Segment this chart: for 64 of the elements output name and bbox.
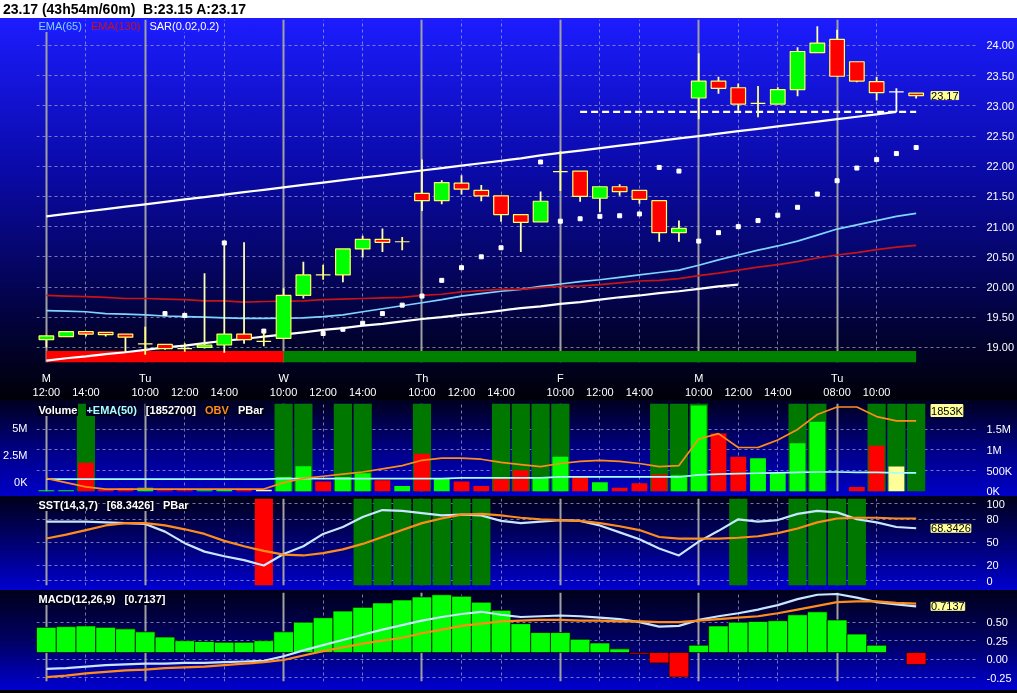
x-tick-label: M 12:00 xyxy=(32,371,61,398)
y-tick-label: 23.50 xyxy=(986,69,1015,82)
x-tick-label: 14:00 xyxy=(72,385,100,398)
annotation: PBar xyxy=(162,498,190,511)
text: 68.3426 xyxy=(931,522,971,535)
annotation: [1852700] xyxy=(145,403,197,416)
text: EMA(65) xyxy=(38,19,82,32)
x-tick-label: 14:00 xyxy=(348,385,377,398)
y-tick-label: 0.50 xyxy=(986,616,1008,629)
x-tick-label: 14:00 xyxy=(210,385,239,398)
text: SAR(0.02,0.2) xyxy=(149,19,220,32)
y-tick-label: -0.25 xyxy=(986,671,1012,684)
y-tick-label: 0K xyxy=(986,484,1001,497)
x-tick-label: 14:00 xyxy=(764,385,792,398)
x-tick-label: 14:00 xyxy=(487,385,515,398)
y2-tick-label: 5M xyxy=(12,422,28,435)
y-tick-label: 21.50 xyxy=(986,190,1015,203)
y-tick-label: 1M xyxy=(986,443,1002,456)
x-tick-label: Tu 10:00 xyxy=(131,371,159,398)
y-tick-label: 0.00 xyxy=(986,653,1008,666)
y-tick-label: 19.00 xyxy=(986,341,1015,354)
annotation: [68.3426] xyxy=(106,498,155,511)
annotation: PBar xyxy=(237,403,265,416)
text: 0.7137 xyxy=(931,600,965,613)
annotation: [0.7137] xyxy=(124,592,166,605)
y-tick-label: 23.00 xyxy=(986,99,1015,112)
x-tick-label: 12:00 xyxy=(309,385,337,398)
y2-tick-label: 2.5M xyxy=(3,448,28,461)
chart-title: Volume xyxy=(38,403,78,416)
y-tick-label: 21.00 xyxy=(986,220,1015,233)
chart-title: SST(14,3,7) xyxy=(38,498,99,511)
y-tick-label: 20 xyxy=(986,559,999,572)
y-tick-label: 19.50 xyxy=(986,311,1015,324)
text: OBV xyxy=(205,403,230,416)
y-tick-label: 50 xyxy=(986,536,999,549)
y-tick-label: 1.5M xyxy=(986,423,1011,436)
y-tick-label: 22.00 xyxy=(986,160,1015,173)
x-tick-label: F 10:00 xyxy=(546,371,575,398)
text: 1853K xyxy=(931,404,964,417)
y-tick-label: 500K xyxy=(986,464,1013,477)
y2-tick-label: 0K xyxy=(14,475,29,488)
x-tick-label: W 10:00 xyxy=(269,371,298,398)
x-tick-label: 10:00 xyxy=(862,385,891,398)
y-tick-label: 20.00 xyxy=(986,281,1015,294)
y-tick-label: 80 xyxy=(986,513,999,526)
y-tick-label: 0 xyxy=(986,574,993,587)
x-tick-label: 12:00 xyxy=(724,385,753,398)
text: 23.17 xyxy=(931,89,959,102)
x-tick-label: Tu 08:00 xyxy=(823,371,851,398)
x-tick-label: 12:00 xyxy=(170,385,199,398)
chart-title: MACD(12,26,9) xyxy=(38,592,116,605)
y-tick-label: 22.50 xyxy=(986,130,1015,143)
chart-title: 23.17 (43h54m/60m) B:23.15 A:23.17 xyxy=(3,0,247,18)
y-tick-label: 0.25 xyxy=(986,634,1008,647)
text: +EMA(50) xyxy=(86,403,138,416)
x-tick-label: 12:00 xyxy=(447,385,476,398)
x-tick-label: Th 10:00 xyxy=(408,371,436,398)
y-tick-label: 100 xyxy=(986,497,1005,510)
y-tick-label: 20.50 xyxy=(986,250,1015,263)
x-tick-label: 14:00 xyxy=(625,385,654,398)
text: EMA(130) xyxy=(90,19,141,32)
x-tick-label: 12:00 xyxy=(586,385,614,398)
x-tick-label: M 10:00 xyxy=(684,371,713,398)
y-tick-label: 24.00 xyxy=(986,39,1015,52)
